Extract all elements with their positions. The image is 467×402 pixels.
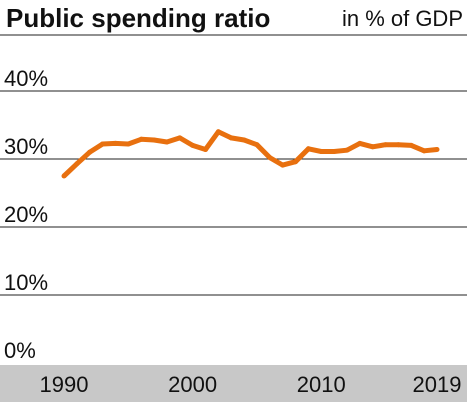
data-point: [267, 155, 273, 161]
x-axis-band: [0, 365, 467, 402]
series-line-0: [62, 129, 438, 178]
chart-title: Public spending ratio: [6, 3, 270, 33]
data-point: [421, 148, 427, 154]
x-tick-label: 2019: [413, 372, 462, 397]
y-tick-label: 30%: [4, 134, 48, 159]
data-point: [434, 146, 440, 152]
data-point: [177, 135, 183, 141]
data-point: [100, 141, 106, 147]
x-tick-label: 2000: [168, 372, 217, 397]
data-point: [254, 142, 260, 148]
data-point: [202, 146, 208, 152]
data-point: [215, 129, 221, 135]
data-point: [383, 142, 389, 148]
data-point: [280, 162, 286, 168]
y-tick-label: 20%: [4, 202, 48, 227]
data-point: [344, 147, 350, 153]
data-point: [87, 149, 93, 155]
data-point: [395, 142, 401, 148]
y-tick-label: 40%: [4, 66, 48, 91]
data-point: [74, 161, 80, 167]
data-point: [112, 140, 118, 146]
data-point: [318, 149, 324, 155]
data-point: [293, 159, 299, 165]
data-point: [151, 137, 157, 143]
x-tick-label: 1990: [40, 372, 89, 397]
data-point: [164, 139, 170, 145]
data-point: [408, 142, 414, 148]
x-axis-tick-labels: 1990 2000 2010 2019: [40, 372, 462, 397]
data-point: [331, 149, 337, 155]
x-tick-label: 2010: [297, 372, 346, 397]
data-point: [138, 136, 144, 142]
gridlines: [0, 90, 467, 296]
y-axis-tick-labels: 0% 10% 20% 30% 40%: [4, 66, 48, 363]
data-point: [125, 141, 131, 147]
y-tick-label: 10%: [4, 270, 48, 295]
data-point: [357, 140, 363, 146]
data-point: [370, 144, 376, 150]
data-point: [61, 173, 67, 179]
data-point: [228, 135, 234, 141]
data-point: [190, 142, 196, 148]
data-point: [305, 146, 311, 152]
unit-label: in % of GDP: [342, 6, 463, 31]
y-tick-label: 0%: [4, 338, 36, 363]
data-point: [241, 137, 247, 143]
series-layer: [61, 129, 440, 179]
